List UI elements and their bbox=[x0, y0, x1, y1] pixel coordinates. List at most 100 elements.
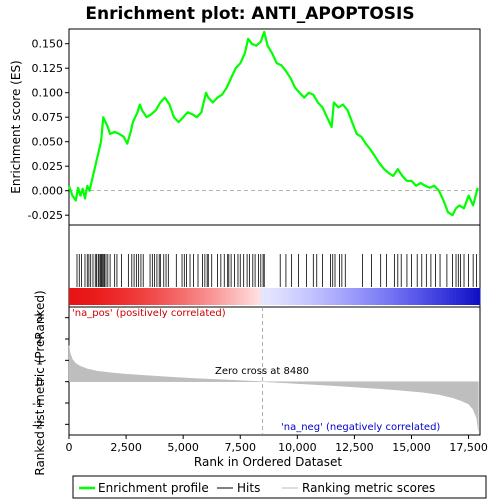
rank-color-segment bbox=[322, 288, 327, 305]
rank-color-segment bbox=[459, 288, 464, 305]
rank-color-segment bbox=[113, 288, 118, 305]
rank-color-segment bbox=[469, 288, 474, 305]
rank-color-segment bbox=[212, 288, 217, 305]
x-tick-label: 2,500 bbox=[110, 441, 142, 454]
rank-color-segment bbox=[96, 288, 101, 305]
rank-color-segment bbox=[182, 288, 186, 305]
x-tick-label: 7,500 bbox=[225, 441, 257, 454]
rank-color-segment bbox=[363, 288, 368, 305]
rank-color-segment bbox=[69, 288, 73, 305]
rank-color-segment bbox=[329, 288, 334, 305]
rank-color-segment bbox=[260, 288, 265, 305]
rank-color-segment bbox=[325, 288, 330, 305]
rank-color-segment bbox=[473, 288, 478, 305]
legend-ranking-label: Ranking metric scores bbox=[302, 481, 435, 495]
rank-color-segment bbox=[384, 288, 389, 305]
rank-color-segment bbox=[305, 288, 310, 305]
chart-title: Enrichment plot: ANTI_APOPTOSIS bbox=[85, 4, 414, 24]
rank-color-segment bbox=[281, 288, 286, 305]
metric-y-tick-label: 1 bbox=[36, 354, 43, 367]
rank-color-segment bbox=[336, 288, 341, 305]
metric-panel-frame bbox=[68, 306, 481, 436]
es-y-tick-label: 0.000 bbox=[32, 185, 64, 198]
rank-color-segment bbox=[123, 288, 128, 305]
rank-color-segment bbox=[356, 288, 361, 305]
rank-color-segment bbox=[445, 288, 450, 305]
es-panel-frame bbox=[68, 28, 481, 226]
rank-color-segment bbox=[75, 288, 80, 305]
rank-color-segment bbox=[264, 288, 269, 305]
rank-color-segment bbox=[312, 288, 317, 305]
rank-color-segment bbox=[438, 288, 443, 305]
metric-y-tick-label: -1 bbox=[32, 397, 43, 410]
rank-color-segment bbox=[408, 288, 412, 305]
rank-color-segment bbox=[185, 288, 190, 305]
rank-color-segment bbox=[425, 288, 430, 305]
rank-color-segment bbox=[209, 288, 214, 305]
rank-color-segment bbox=[271, 288, 275, 305]
es-y-tick-label: 0.050 bbox=[32, 136, 64, 149]
es-y-tick-label: 0.025 bbox=[32, 160, 64, 173]
ranked-metric-series bbox=[68, 307, 479, 435]
rank-color-segment bbox=[360, 288, 365, 305]
rank-color-segment bbox=[404, 288, 409, 305]
rank-color-segment bbox=[240, 288, 245, 305]
rank-color-segment bbox=[349, 288, 354, 305]
es-y-tick-label: 0.075 bbox=[32, 111, 64, 124]
rank-color-segment bbox=[137, 288, 142, 305]
legend-enrichment-label: Enrichment profile bbox=[98, 481, 209, 495]
rank-color-segment bbox=[414, 288, 419, 305]
rank-color-segment bbox=[267, 288, 272, 305]
rank-color-segment bbox=[103, 288, 108, 305]
rank-color-segment bbox=[154, 288, 159, 305]
rank-color-segment bbox=[151, 288, 156, 305]
pos-correlated-label: 'na_pos' (positively correlated) bbox=[72, 308, 226, 319]
rank-color-segment bbox=[432, 288, 436, 305]
metric-y-tick-label: 3 bbox=[36, 312, 43, 325]
rank-color-segment bbox=[257, 288, 262, 305]
enrichment-profile-series bbox=[67, 30, 479, 217]
rank-color-segment bbox=[462, 288, 467, 305]
hit-markers bbox=[76, 254, 477, 287]
rank-color-bar bbox=[69, 288, 481, 305]
rank-color-segment bbox=[144, 288, 149, 305]
rank-color-segment bbox=[164, 288, 169, 305]
metric-y-tick-label: 0 bbox=[36, 376, 43, 389]
rank-color-segment bbox=[199, 288, 204, 305]
rank-color-segment bbox=[216, 288, 221, 305]
rank-color-segment bbox=[466, 288, 471, 305]
rank-color-segment bbox=[380, 288, 385, 305]
rank-color-segment bbox=[339, 288, 344, 305]
rank-color-segment bbox=[394, 288, 399, 305]
x-tick-label: 10,000 bbox=[278, 441, 317, 454]
rank-color-segment bbox=[140, 288, 145, 305]
es-y-tick-label: -0.025 bbox=[28, 209, 63, 222]
es-y-axis: -0.025 0.000 0.025 0.050 0.075 0.100 0.125 0.15… bbox=[28, 38, 69, 222]
rank-color-segment bbox=[319, 288, 323, 305]
legend: Enrichment profile Hits Ranking metric s… bbox=[72, 475, 487, 499]
rank-color-segment bbox=[226, 288, 231, 305]
rank-color-segment bbox=[397, 288, 402, 305]
rank-color-segment bbox=[401, 288, 406, 305]
x-tick-label: 5,000 bbox=[167, 441, 199, 454]
neg-correlated-label: 'na_neg' (negatively correlated) bbox=[281, 422, 440, 433]
rank-color-segment bbox=[346, 288, 351, 305]
es-y-tick-label: 0.150 bbox=[32, 38, 64, 51]
es-y-axis-label: Enrichment score (ES) bbox=[9, 60, 23, 193]
rank-color-segment bbox=[161, 288, 166, 305]
ranked-metric-area bbox=[68, 345, 479, 431]
es-y-tick-label: 0.100 bbox=[32, 87, 64, 100]
rank-color-segment bbox=[89, 288, 94, 305]
rank-color-segment bbox=[147, 288, 152, 305]
rank-color-segment bbox=[82, 288, 87, 305]
rank-color-segment bbox=[377, 288, 382, 305]
x-tick-label: 17,500 bbox=[449, 441, 488, 454]
rank-color-segment bbox=[188, 288, 193, 305]
rank-color-segment bbox=[476, 288, 481, 305]
rank-color-segment bbox=[223, 288, 228, 305]
x-tick-label: 0 bbox=[66, 441, 73, 454]
rank-color-segment bbox=[202, 288, 207, 305]
rank-color-segment bbox=[178, 288, 183, 305]
rank-color-segment bbox=[411, 288, 416, 305]
